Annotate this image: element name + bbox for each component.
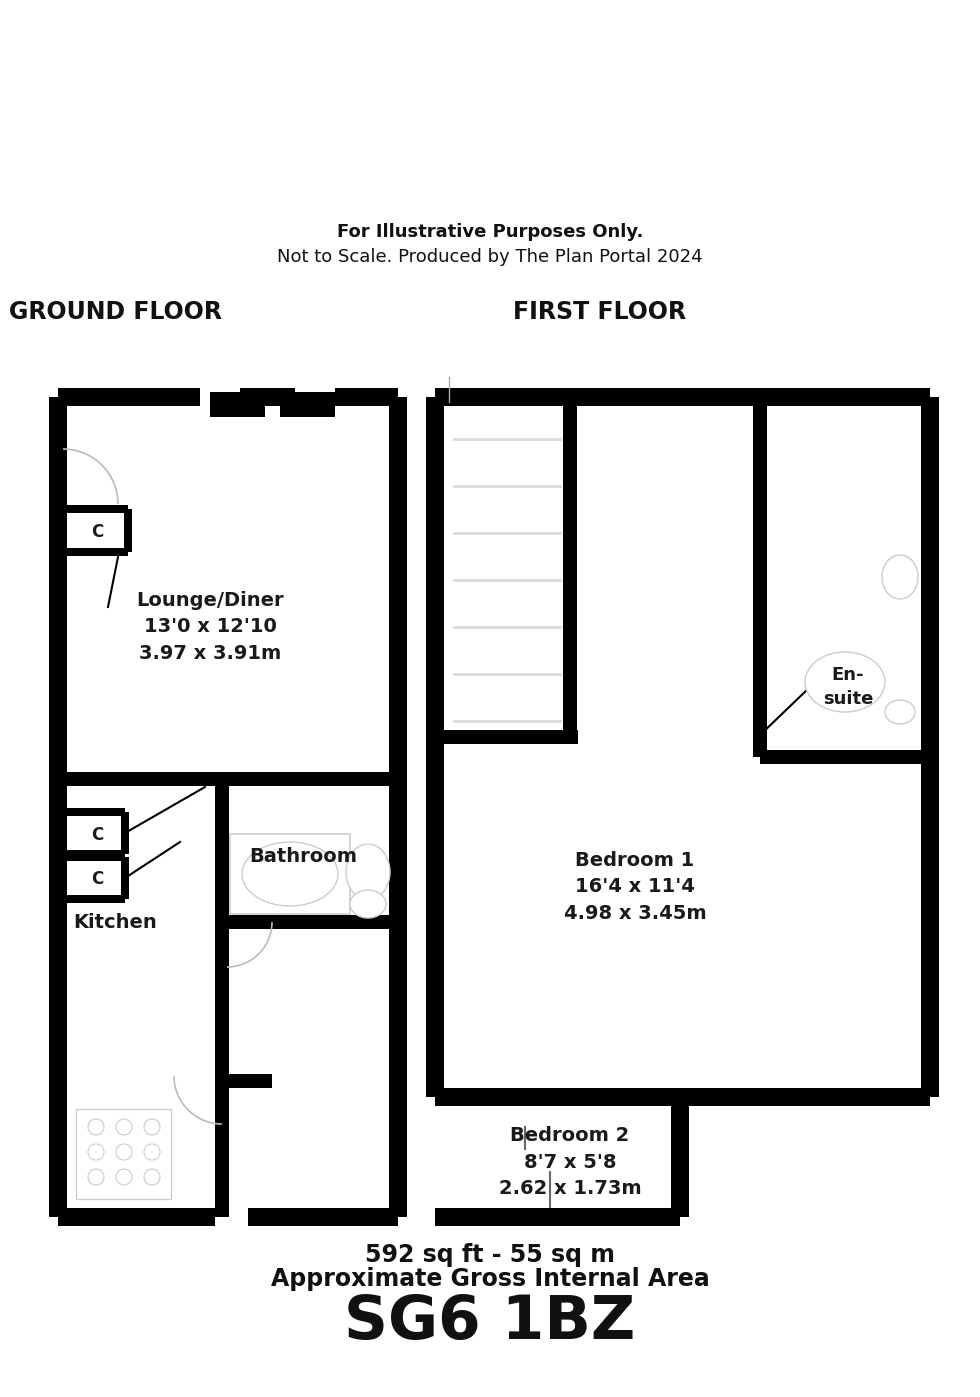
Bar	[67, 807, 125, 816]
Bar	[49, 397, 67, 1217]
Ellipse shape	[116, 1119, 132, 1134]
Text: Not to Scale. Produced by The Plan Portal 2024: Not to Scale. Produced by The Plan Porta…	[277, 249, 703, 265]
Bar	[248, 1208, 398, 1227]
Ellipse shape	[346, 844, 390, 900]
Bar	[222, 1074, 272, 1088]
Ellipse shape	[88, 1169, 104, 1185]
Ellipse shape	[88, 1144, 104, 1160]
Bar	[453, 532, 562, 535]
Bar	[453, 485, 562, 488]
Bar	[453, 578, 562, 583]
Bar	[124, 509, 132, 552]
Bar	[280, 393, 335, 416]
Bar	[58, 773, 398, 787]
Bar	[67, 849, 125, 858]
Text: Bedroom 2
8'7 x 5'8
2.62 x 1.73m: Bedroom 2 8'7 x 5'8 2.62 x 1.73m	[499, 1126, 641, 1199]
Text: Approximate Gross Internal Area: Approximate Gross Internal Area	[270, 1267, 710, 1291]
Bar	[453, 719, 562, 724]
Bar	[753, 397, 767, 757]
Text: GROUND FLOOR: GROUND FLOOR	[9, 300, 221, 324]
Bar	[671, 1088, 689, 1217]
Bar	[76, 1109, 171, 1199]
Bar	[210, 393, 265, 416]
Text: C: C	[91, 870, 103, 888]
Bar	[435, 1208, 680, 1227]
Bar	[230, 834, 350, 914]
Bar	[67, 854, 125, 861]
Text: For Illustrative Purposes Only.: For Illustrative Purposes Only.	[337, 224, 643, 242]
Text: C: C	[91, 826, 103, 844]
Bar	[453, 626, 562, 629]
Bar	[222, 915, 398, 929]
Bar	[435, 731, 578, 745]
Bar	[435, 1088, 930, 1106]
Bar	[215, 780, 229, 1217]
Bar	[435, 388, 930, 407]
Bar	[67, 895, 125, 902]
Ellipse shape	[88, 1119, 104, 1134]
Text: Bedroom 1
16'4 x 11'4
4.98 x 3.45m: Bedroom 1 16'4 x 11'4 4.98 x 3.45m	[564, 851, 707, 923]
Ellipse shape	[885, 700, 915, 724]
Ellipse shape	[144, 1169, 160, 1185]
Bar	[121, 812, 129, 854]
Ellipse shape	[116, 1169, 132, 1185]
Bar	[215, 780, 229, 942]
Bar	[760, 750, 930, 764]
Bar	[215, 1081, 229, 1217]
Bar	[426, 397, 444, 1097]
Bar	[453, 439, 562, 441]
Ellipse shape	[116, 1144, 132, 1160]
Ellipse shape	[144, 1119, 160, 1134]
Ellipse shape	[882, 555, 918, 599]
Bar	[453, 673, 562, 676]
Bar	[67, 504, 128, 513]
Bar	[389, 397, 407, 1217]
Ellipse shape	[805, 652, 885, 712]
Text: 592 sq ft - 55 sq m: 592 sq ft - 55 sq m	[365, 1243, 615, 1267]
Text: SG6 1BZ: SG6 1BZ	[344, 1292, 636, 1351]
Bar	[58, 388, 200, 407]
Text: Bathroom: Bathroom	[249, 848, 357, 866]
Bar	[121, 856, 129, 900]
Text: Lounge/Diner
13'0 x 12'10
3.97 x 3.91m: Lounge/Diner 13'0 x 12'10 3.97 x 3.91m	[136, 591, 284, 664]
Bar	[54, 552, 62, 597]
Bar	[58, 1208, 215, 1227]
Ellipse shape	[144, 1144, 160, 1160]
Text: En-
suite: En- suite	[823, 665, 873, 708]
Ellipse shape	[350, 890, 386, 918]
Bar	[335, 388, 398, 407]
Bar	[435, 1088, 530, 1106]
Text: Kitchen: Kitchen	[74, 912, 157, 932]
Text: C: C	[91, 522, 103, 541]
Bar	[563, 397, 577, 738]
Bar	[240, 388, 295, 407]
Bar	[572, 1088, 680, 1106]
Ellipse shape	[242, 842, 338, 907]
Bar	[67, 548, 128, 556]
Bar	[921, 397, 939, 1097]
Text: FIRST FLOOR: FIRST FLOOR	[514, 300, 687, 324]
